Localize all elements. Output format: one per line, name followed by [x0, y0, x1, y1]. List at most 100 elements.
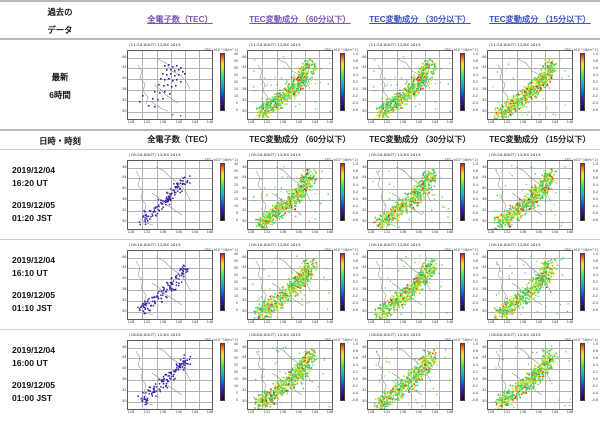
ytick-label: 32 — [362, 208, 366, 212]
header-col-tec-30[interactable]: TEC変動成分 （30分以下） — [360, 2, 480, 38]
map-yticks: 46 44 40 36 32 30 — [241, 50, 247, 120]
latest-cell-tec[interactable]: (11:20:00UT) 12/04 2019 TEC (x10^16/m^2) — [120, 40, 240, 129]
colorbar-tick: 5 — [236, 301, 238, 305]
xtick-label: 132 — [264, 230, 270, 234]
colorbar-tick: 40 — [234, 252, 238, 256]
map-panel-tec30[interactable]: (16:10:00UT) 12/04 2019 TEC (x10^16/m^2) 1… — [361, 242, 479, 326]
map-panel-tec60[interactable]: (16:00:00UT) 12/04 2019 TEC (x10^16/m^2) 1… — [241, 332, 359, 416]
cell-tec60-row0[interactable]: (16:20:00UT) 12/04 2019 TEC (x10^16/m^2) 1… — [240, 150, 360, 239]
cell-tec15-row0[interactable]: (16:20:00UT) 12/04 2019 TEC (x10^16/m^2) 1… — [480, 150, 600, 239]
colorbar-tick: -0.2 — [592, 204, 598, 208]
map-xticks: 128 132 136 140 144 148 — [247, 320, 333, 327]
cell-tec60-row2[interactable]: (16:00:00UT) 12/04 2019 TEC (x10^16/m^2) 1… — [240, 330, 360, 419]
map-panel-latest-tec[interactable]: (11:20:00UT) 12/04 2019 TEC (x10^16/m^2) — [121, 42, 239, 126]
cell-tec30-row0[interactable]: (16:20:00UT) 12/04 2019 TEC (x10^16/m^2) 1… — [360, 150, 480, 239]
ytick-label: 40 — [242, 366, 246, 370]
latest-cell-tec-60[interactable]: (11:20:00UT) 12/04 2019 TEC (x10^16/m^2)… — [240, 40, 360, 129]
map-panel-latest-tec60[interactable]: (11:20:00UT) 12/04 2019 TEC (x10^16/m^2)… — [241, 42, 359, 126]
map-panel-tec60[interactable]: (16:10:00UT) 12/04 2019 TEC (x10^16/m^2) 1… — [241, 242, 359, 326]
colorbar-tick: 40 — [234, 162, 238, 166]
cell-tec30-row2[interactable]: (16:00:00UT) 12/04 2019 TEC (x10^16/m^2) 1… — [360, 330, 480, 419]
colorbar-tick: 40 — [234, 52, 238, 56]
map-panel-tec[interactable]: (16:10:00UT) 12/04 2019 TEC (x10^16/m^2) 4… — [121, 242, 239, 326]
header-col-tec-15[interactable]: TEC変動成分 （15分以下） — [480, 2, 600, 38]
map-panel-tec30[interactable]: (16:20:00UT) 12/04 2019 TEC (x10^16/m^2) 1… — [361, 152, 479, 236]
link-tec-60min[interactable]: TEC変動成分 （60分以下） — [240, 14, 360, 26]
xtick-label: 136 — [520, 410, 526, 414]
ytick-label: 40 — [362, 76, 366, 80]
ytick-label: 30 — [482, 309, 486, 313]
colorbar-tick: 0 — [236, 308, 238, 312]
colorbar-tick: 0.4 — [353, 363, 358, 367]
ytick-label: 46 — [242, 165, 246, 169]
latest-cell-tec-30[interactable]: (11:20:00UT) 12/04 2019 TEC (x10^16/m^2)… — [360, 40, 480, 129]
cell-tec15-row1[interactable]: (16:10:00UT) 12/04 2019 TEC (x10^16/m^2) 1… — [480, 240, 600, 329]
xtick-label: 128 — [368, 410, 374, 414]
header-col-tec[interactable]: 全電子数（TEC） — [120, 2, 240, 38]
ytick-label: 32 — [362, 98, 366, 102]
cell-tec-row2[interactable]: (16:00:00UT) 12/04 2019 TEC (x10^16/m^2) 4… — [120, 330, 240, 419]
map-area — [487, 340, 573, 410]
xtick-label: 132 — [384, 230, 390, 234]
header-col-tec-60[interactable]: TEC変動成分 （60分以下） — [240, 2, 360, 38]
cell-tec30-row1[interactable]: (16:10:00UT) 12/04 2019 TEC (x10^16/m^2) 1… — [360, 240, 480, 329]
ytick-label: 36 — [122, 377, 126, 381]
xtick-label: 128 — [368, 320, 374, 324]
colorbar-ticks: 1.0 0.8 0.6 0.4 0.2 0.0 -0.2 -0.4 -0.6 — [585, 250, 598, 314]
map-panel-latest-tec15[interactable]: (11:20:00UT) 12/04 2019 TEC (x10^16/m^2)… — [481, 42, 599, 126]
xtick-label: 140 — [416, 230, 422, 234]
ytick-label: 44 — [482, 175, 486, 179]
xtick-label: 148 — [447, 230, 453, 234]
colorbar-ticks: 40 35 30 25 20 15 10 5 0 — [225, 160, 238, 224]
ytick-label: 46 — [482, 55, 486, 59]
tec-variation-field — [248, 51, 333, 120]
ytick-label: 32 — [242, 208, 246, 212]
ytick-label: 44 — [242, 355, 246, 359]
map-panel-tec15[interactable]: (16:20:00UT) 12/04 2019 TEC (x10^16/m^2) 1… — [481, 152, 599, 236]
ytick-label: 36 — [362, 377, 366, 381]
cell-tec60-row1[interactable]: (16:10:00UT) 12/04 2019 TEC (x10^16/m^2) 1… — [240, 240, 360, 329]
map-panel-latest-tec30[interactable]: (11:20:00UT) 12/04 2019 TEC (x10^16/m^2)… — [361, 42, 479, 126]
colorbar-ticks: 1.0 0.8 0.6 0.4 0.2 0.0 -0.2 -0.4 -0.6 — [345, 50, 358, 114]
ytick-label: 32 — [122, 388, 126, 392]
cell-tec-row1[interactable]: (16:10:00UT) 12/04 2019 TEC (x10^16/m^2) 4… — [120, 240, 240, 329]
xtick-label: 140 — [296, 230, 302, 234]
map-panel-tec15[interactable]: (16:00:00UT) 12/04 2019 TEC (x10^16/m^2) 1… — [481, 332, 599, 416]
map-panel-tec15[interactable]: (16:10:00UT) 12/04 2019 TEC (x10^16/m^2) 1… — [481, 242, 599, 326]
map-panel-tec60[interactable]: (16:20:00UT) 12/04 2019 TEC (x10^16/m^2) 1… — [241, 152, 359, 236]
map-yticks: 46 44 40 36 32 30 — [361, 250, 367, 320]
tec-table: 過去の データ 全電子数（TEC） TEC変動成分 （60分以下） TEC変動成… — [0, 0, 600, 419]
colorbar-tick: -0.2 — [472, 94, 478, 98]
latest-6h-label: 最新 6時間 — [49, 72, 70, 100]
cell-tec15-row2[interactable]: (16:00:00UT) 12/04 2019 TEC (x10^16/m^2) 1… — [480, 330, 600, 419]
tec-variation-cells — [248, 251, 333, 320]
map-panel-tec30[interactable]: (16:00:00UT) 12/04 2019 TEC (x10^16/m^2) 1… — [361, 332, 479, 416]
xtick-label: 136 — [280, 120, 286, 124]
cell-tec-row0[interactable]: (16:20:00UT) 12/04 2019 TEC (x10^16/m^2) 4… — [120, 150, 240, 239]
map-panel-tec[interactable]: (16:00:00UT) 12/04 2019 TEC (x10^16/m^2) 4… — [121, 332, 239, 416]
map-xticks: 128 132 136 140 144 148 — [367, 410, 453, 417]
link-tec-15min[interactable]: TEC変動成分 （15分以下） — [480, 14, 600, 26]
xtick-label: 132 — [144, 410, 150, 414]
xtick-label: 144 — [432, 120, 438, 124]
link-tec-30min[interactable]: TEC変動成分 （30分以下） — [360, 14, 480, 26]
tec-variation-cells — [488, 251, 573, 320]
ytick-label: 32 — [482, 388, 486, 392]
colorbar-tick: 0.6 — [473, 66, 478, 70]
link-tec[interactable]: 全電子数（TEC） — [120, 14, 240, 26]
ytick-label: 36 — [362, 87, 366, 91]
xtick-label: 132 — [384, 320, 390, 324]
xtick-label: 144 — [312, 410, 318, 414]
panel-timestamp: (16:20:00UT) 12/04 2019 — [249, 152, 301, 157]
colorbar-tick: 0.8 — [473, 169, 478, 173]
map-xticks: 128 132 136 140 144 148 — [367, 320, 453, 327]
colorbar-tick: 0.4 — [353, 183, 358, 187]
map-panel-tec[interactable]: (16:20:00UT) 12/04 2019 TEC (x10^16/m^2) 4… — [121, 152, 239, 236]
map-yticks: 46 44 40 36 32 30 — [361, 160, 367, 230]
colorbar-tick: 30 — [234, 266, 238, 270]
table-row: 2019/12/04 16:00 UT 2019/12/05 01:00 JST(… — [0, 330, 600, 419]
latest-cell-tec-15[interactable]: (11:20:00UT) 12/04 2019 TEC (x10^16/m^2)… — [480, 40, 600, 129]
colorbar-tick: 35 — [234, 259, 238, 263]
map-xticks: 128 132 136 140 144 148 — [127, 230, 213, 237]
header2-tec-15min: TEC変動成分 （15分以下） — [480, 134, 600, 146]
